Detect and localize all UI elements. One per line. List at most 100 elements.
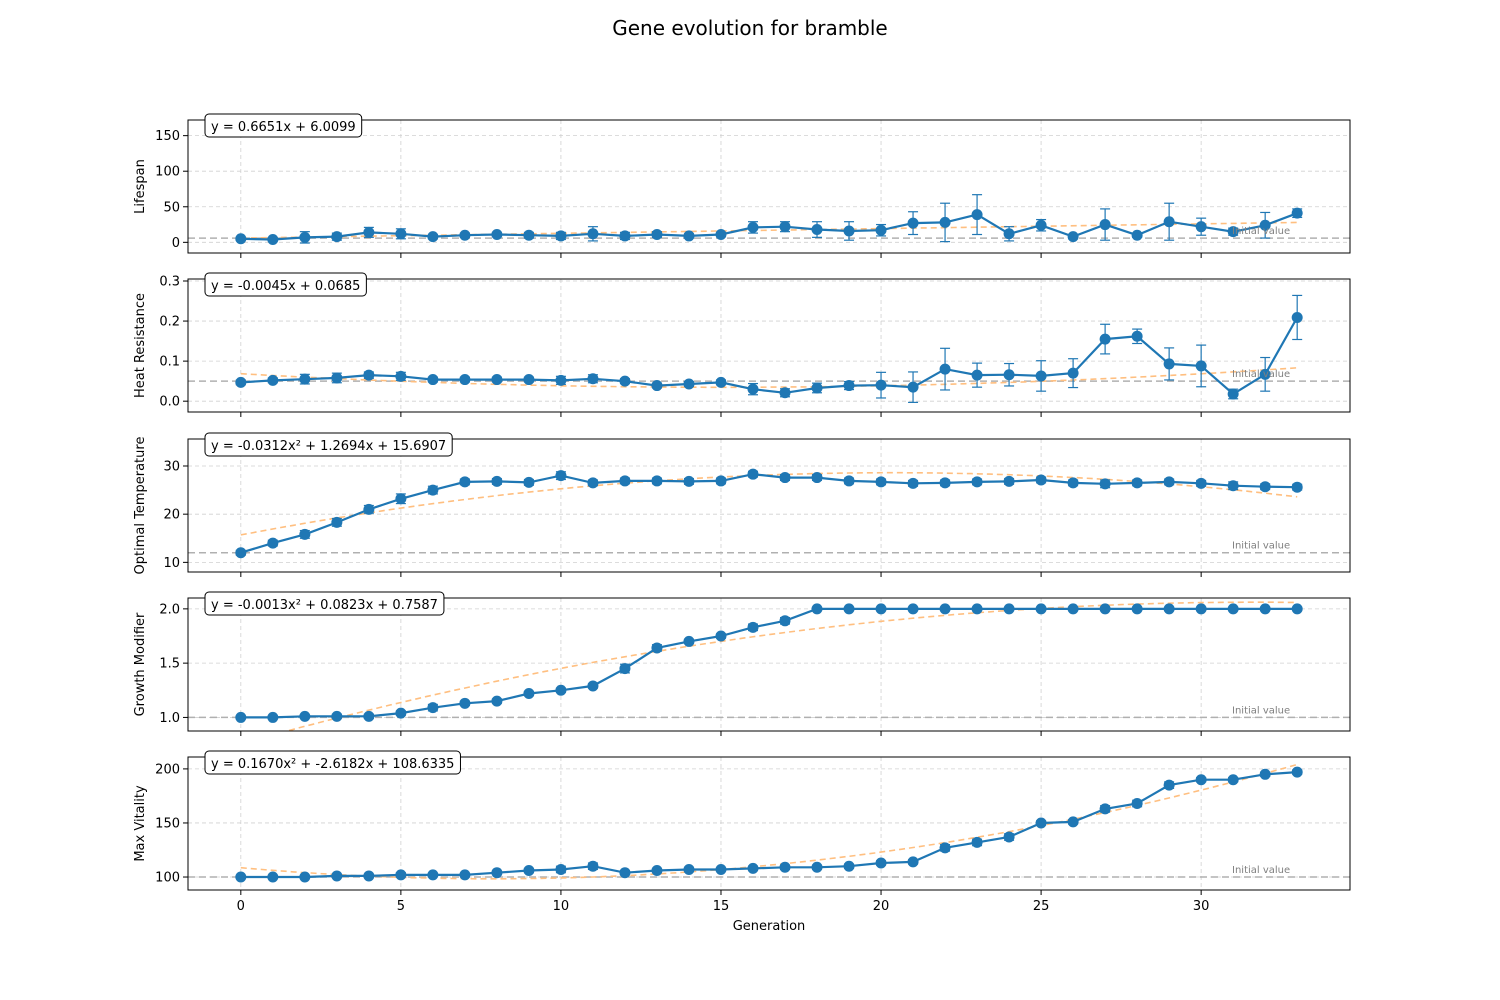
data-point — [1067, 231, 1079, 243]
plot-area — [188, 194, 1350, 245]
data-point — [1003, 228, 1015, 240]
data-point — [811, 472, 823, 484]
data-point — [1195, 477, 1207, 489]
data-point — [939, 216, 951, 228]
data-point — [1259, 219, 1271, 231]
y-tick-label: 30 — [163, 459, 180, 474]
y-tick-label: 0 — [172, 236, 180, 251]
data-point — [1099, 333, 1111, 345]
figure-title: Gene evolution for bramble — [612, 16, 888, 40]
subplot-2: Initial value 0.0 0.1 0.2 0.3 Heat Resistance… — [133, 272, 1351, 417]
data-point — [1227, 774, 1239, 786]
data-point — [235, 233, 247, 245]
data-point — [587, 373, 599, 385]
data-point — [651, 475, 663, 487]
y-tick-label: 0.2 — [159, 315, 180, 330]
data-point — [1259, 768, 1271, 780]
data-point — [331, 870, 343, 882]
data-point — [555, 684, 567, 696]
data-point — [1131, 229, 1143, 241]
y-tick-label: 10 — [163, 556, 180, 571]
data-point — [779, 472, 791, 484]
data-point — [523, 476, 535, 488]
data-point — [459, 697, 471, 709]
data-point — [523, 688, 535, 700]
data-point — [235, 547, 247, 559]
data-point — [811, 224, 823, 236]
data-point — [1035, 474, 1047, 486]
data-point — [1099, 803, 1111, 815]
y-tick-label: 150 — [155, 816, 180, 831]
data-point — [843, 860, 855, 872]
data-point — [843, 225, 855, 237]
data-point — [683, 230, 695, 242]
data-point — [619, 663, 631, 675]
data-point — [683, 378, 695, 390]
data-point — [1099, 219, 1111, 231]
data-point — [395, 228, 407, 240]
initial-value-label: Initial value — [1232, 226, 1290, 237]
initial-value-label: Initial value — [1232, 705, 1290, 716]
data-point — [555, 470, 567, 482]
data-point — [1163, 216, 1175, 228]
y-tick-label: 1.0 — [159, 711, 180, 726]
plot-area — [188, 294, 1350, 403]
data-point — [331, 710, 343, 722]
data-point — [619, 375, 631, 387]
data-point — [939, 363, 951, 375]
data-point — [491, 695, 503, 707]
data-point — [363, 369, 375, 381]
data-point — [587, 680, 599, 692]
data-point — [875, 857, 887, 869]
initial-value-label: Initial value — [1232, 541, 1290, 552]
data-point — [875, 603, 887, 615]
fit-equation-box — [204, 432, 453, 457]
data-point — [331, 231, 343, 243]
data-point — [523, 865, 535, 877]
data-point — [555, 230, 567, 242]
data-point — [427, 374, 439, 386]
data-point — [619, 230, 631, 242]
data-point — [907, 381, 919, 393]
data-point — [651, 642, 663, 654]
data-point — [587, 860, 599, 872]
x-tick-label: 5 — [397, 899, 405, 914]
data-point — [715, 630, 727, 642]
axes-frame — [187, 756, 1351, 891]
data-point — [843, 475, 855, 487]
data-point — [1067, 367, 1079, 379]
data-point — [1035, 817, 1047, 829]
data-point — [715, 863, 727, 875]
data-point — [1131, 330, 1143, 342]
data-point — [1099, 478, 1111, 490]
data-point — [1131, 477, 1143, 489]
fit-equation: y = -0.0045x + 0.0685 — [211, 279, 360, 294]
fit-equation-box — [204, 272, 367, 297]
data-point — [459, 229, 471, 241]
data-point — [331, 516, 343, 528]
fit-curve — [240, 367, 1298, 389]
data-point — [427, 869, 439, 881]
x-tick-label: 0 — [237, 899, 245, 914]
data-point — [1163, 358, 1175, 370]
data-point — [1035, 219, 1047, 231]
data-point — [875, 379, 887, 391]
data-point — [555, 863, 567, 875]
data-point — [523, 229, 535, 241]
data-point — [491, 475, 503, 487]
data-point — [395, 707, 407, 719]
y-axis-label: Growth Modifier — [133, 612, 148, 716]
data-point — [747, 221, 759, 233]
data-point — [811, 382, 823, 394]
data-point — [235, 711, 247, 723]
data-point — [715, 376, 727, 388]
initial-value-label: Initial value — [1232, 369, 1290, 380]
data-point — [779, 861, 791, 873]
plot-area — [188, 601, 1350, 731]
data-point — [811, 861, 823, 873]
data-point — [587, 477, 599, 489]
data-point — [939, 842, 951, 854]
data-point — [299, 710, 311, 722]
data-point — [971, 369, 983, 381]
data-point — [619, 475, 631, 487]
